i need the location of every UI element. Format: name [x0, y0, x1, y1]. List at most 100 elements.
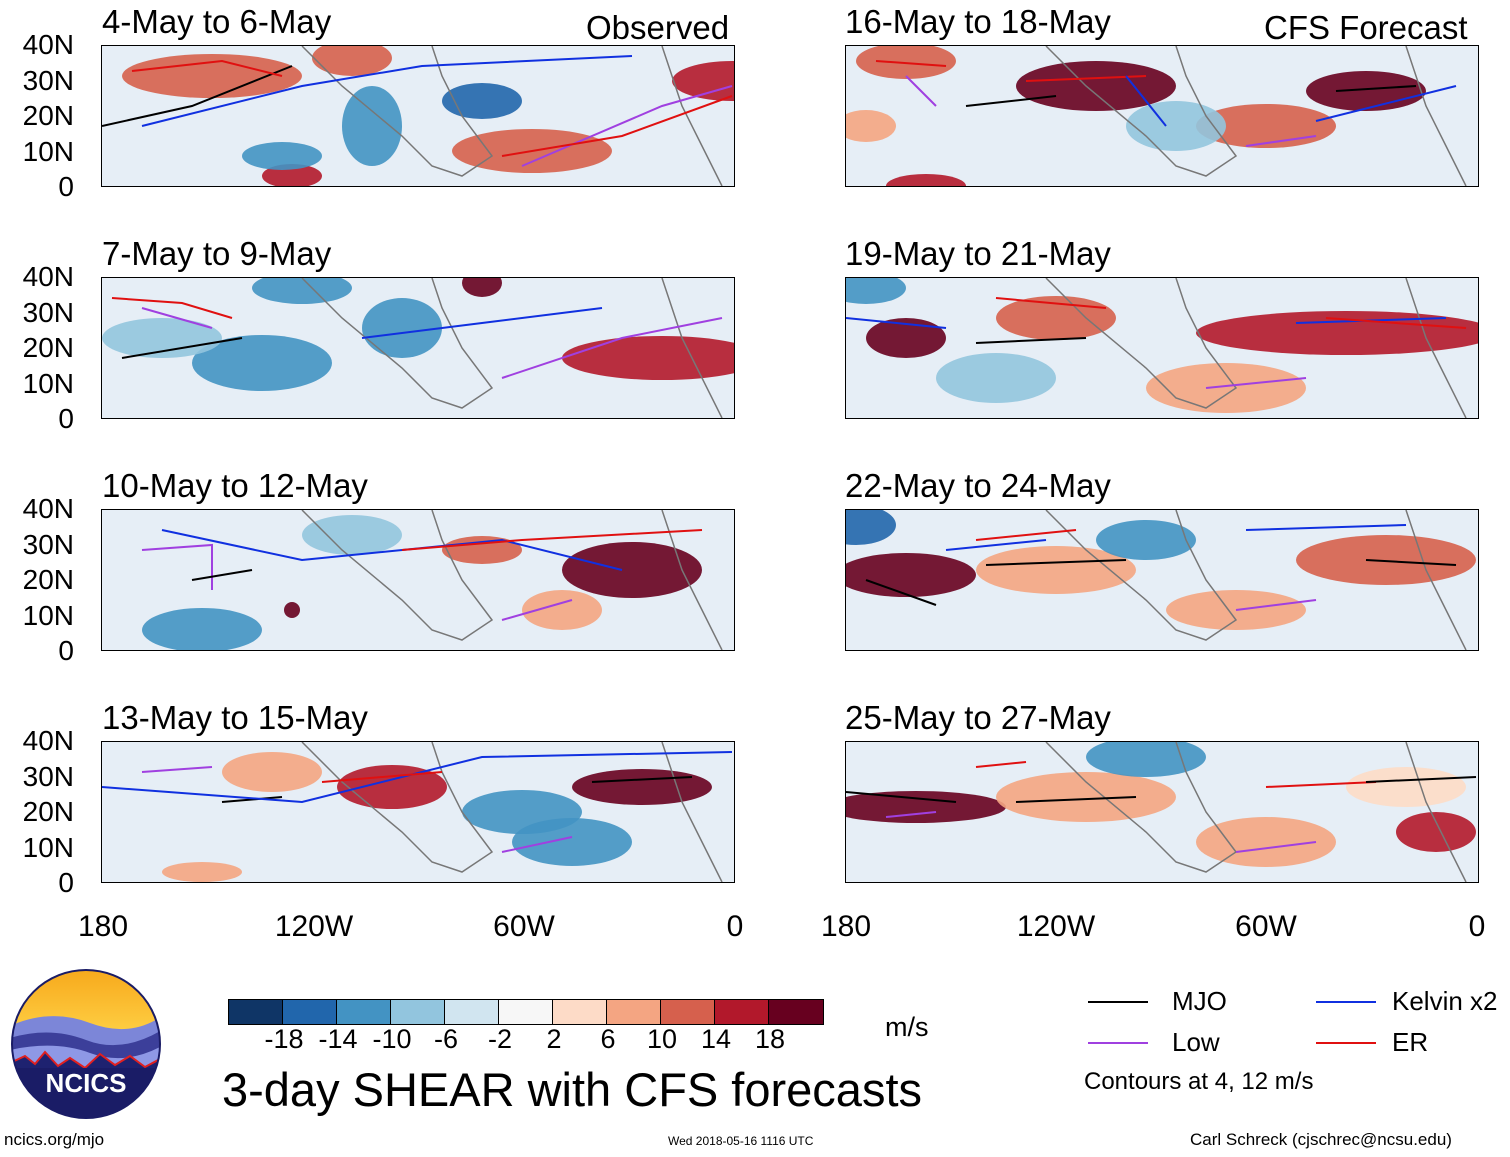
colorbar-swatch: [607, 1000, 661, 1024]
wave-contour: [1265, 781, 1377, 788]
colorbar-tick: -2: [487, 1024, 513, 1054]
panel-title-1: 4-May to 6-May: [102, 3, 332, 40]
colorbar-tick: 10: [646, 1024, 678, 1054]
map-panel-5: [845, 45, 1479, 187]
shear-anomaly: [442, 83, 522, 119]
y-tick-label: 0: [58, 635, 74, 666]
wave-contour: [1325, 317, 1467, 329]
wave-contour: [521, 85, 733, 167]
colorbar-tick: -14: [318, 1024, 358, 1054]
forecast-label: CFS Forecast: [1264, 9, 1468, 46]
wave-contour: [1315, 85, 1457, 122]
shear-anomaly: [222, 752, 322, 792]
x-tick-left-180: 180: [77, 910, 129, 943]
logo-text: NCICS: [46, 1068, 127, 1098]
wave-contour: [995, 297, 1107, 309]
footer-url[interactable]: ncics.org/mjo: [4, 1130, 105, 1149]
y-tick-label: 30N: [22, 760, 74, 792]
colorbar-swatch: [229, 1000, 283, 1024]
colorbar-swatch: [769, 1000, 823, 1024]
shear-anomaly: [192, 335, 332, 391]
wave-contour: [975, 761, 1027, 768]
legend-er-line: [1316, 1042, 1376, 1044]
legend-mjo-label: MJO: [1172, 986, 1227, 1016]
colorbar-swatch: [553, 1000, 607, 1024]
wave-contour: [1205, 377, 1307, 389]
coastline: [1045, 510, 1467, 650]
shear-field: [846, 46, 1478, 186]
x-tick-left-0: 0: [726, 910, 744, 943]
wave-contour: [1365, 559, 1457, 566]
wave-contour: [905, 75, 937, 107]
x-tick-right-60w: 60W: [1235, 910, 1297, 943]
wave-contour: [846, 791, 957, 803]
wave-contour: [141, 55, 633, 127]
shear-anomaly: [312, 46, 392, 76]
x-tick-left-120w: 120W: [274, 910, 354, 943]
shear-anomaly: [102, 318, 222, 358]
y-tick-label: 10N: [22, 367, 74, 399]
wave-contour: [1015, 796, 1137, 803]
shear-anomaly: [342, 86, 402, 166]
y-tick-label: 20N: [22, 332, 74, 363]
wave-contour: [111, 297, 233, 319]
shear-anomaly: [846, 510, 896, 545]
figure-title: 3-day SHEAR with CFS forecasts: [222, 1063, 922, 1116]
wave-contour: [141, 307, 213, 329]
shear-field: [102, 510, 734, 650]
y-tick-label: 0: [58, 403, 74, 434]
wave-contour: [501, 599, 573, 621]
colorbar-swatch: [715, 1000, 769, 1024]
wave-contour: [501, 317, 723, 379]
panel-title-4: 13-May to 15-May: [102, 699, 368, 736]
shear-anomaly: [846, 110, 896, 142]
wave-contour: [965, 95, 1057, 107]
shear-field: [846, 742, 1478, 882]
x-tick-left-60w: 60W: [493, 910, 555, 943]
y-tick-label: 30N: [22, 528, 74, 560]
colorbar-tick: 14: [700, 1024, 732, 1054]
y-tick-label: 0: [58, 867, 74, 898]
coastline: [301, 278, 723, 418]
map-panel-8: [845, 741, 1479, 883]
footer-timestamp: Wed 2018-05-16 1116 UTC: [668, 1134, 814, 1148]
map-panel-1: [101, 45, 735, 187]
wave-contour: [1235, 841, 1317, 853]
map-panel-6: [845, 277, 1479, 419]
shear-anomaly: [572, 769, 712, 805]
y-tick-label: 10N: [22, 599, 74, 631]
wave-contour: [945, 539, 1047, 551]
colorbar-tick: -18: [264, 1024, 304, 1054]
y-tick-label: 30N: [22, 296, 74, 328]
shear-anomaly: [846, 791, 1006, 823]
wave-contour: [875, 60, 947, 67]
shear-anomaly: [1296, 535, 1476, 585]
wave-contour: [102, 751, 733, 804]
y-tick-label: 20N: [22, 796, 74, 827]
y-tick-label: 30N: [22, 64, 74, 96]
y-tick-label: 20N: [22, 100, 74, 131]
colorbar-swatch: [337, 1000, 391, 1024]
shear-anomaly: [1346, 767, 1466, 807]
legend-kelvin-line: [1316, 1001, 1376, 1003]
wave-contour: [975, 337, 1087, 344]
shear-anomaly: [846, 553, 976, 597]
wave-contour: [975, 529, 1077, 541]
wave-contour: [501, 95, 733, 157]
y-tick-label: 10N: [22, 135, 74, 167]
wave-contour: [131, 59, 283, 77]
shear-anomaly: [1306, 71, 1426, 111]
shear-anomaly: [362, 298, 442, 358]
wave-contour: [361, 307, 603, 339]
ncics-logo: NCICS: [11, 969, 161, 1119]
y-tick-label: 0: [58, 171, 74, 202]
wave-contour: [846, 317, 947, 329]
legend-kelvin-label: Kelvin x2: [1392, 986, 1498, 1016]
coastline: [301, 510, 723, 650]
shear-anomaly: [672, 61, 734, 101]
x-tick-right-0: 0: [1468, 910, 1486, 943]
wave-contour: [191, 569, 253, 581]
colorbar-tick: 18: [754, 1024, 786, 1054]
colorbar-tick: -10: [372, 1024, 412, 1054]
shear-anomaly: [284, 602, 300, 618]
